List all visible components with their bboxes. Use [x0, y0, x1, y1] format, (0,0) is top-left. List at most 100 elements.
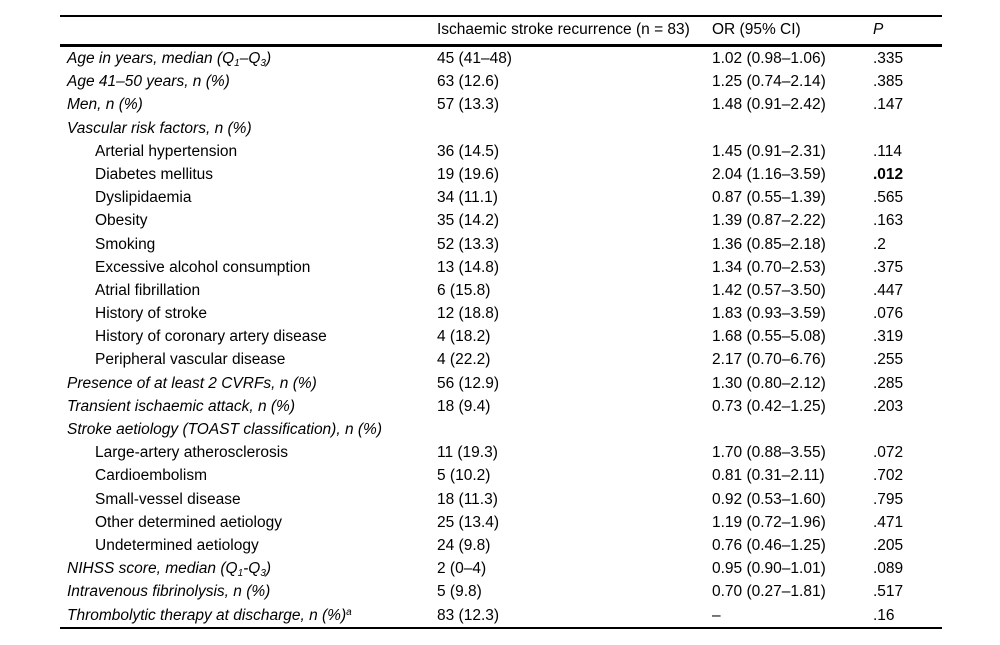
cell-p: .255 [873, 351, 904, 369]
cell-or: 1.34 (0.70–2.53) [712, 258, 826, 276]
cell-recurrence: 6 (15.8) [437, 281, 491, 299]
cell-recurrence: 25 (13.4) [437, 513, 500, 531]
label-text: Vascular risk factors, n (%) [67, 119, 252, 137]
row-label: Arterial hypertension [95, 140, 237, 163]
cell-or: 0.92 (0.53–1.60) [712, 490, 826, 508]
table-row: Transient ischaemic attack, n (%) 18 (9.4… [60, 395, 942, 418]
label-text: Excessive alcohol consumption [95, 258, 311, 276]
cell-or: 1.83 (0.93–3.59) [712, 305, 826, 323]
cell-p: .114 [873, 142, 903, 160]
table-row: Small-vessel disease 18 (11.3) 0.92 (0.53–… [60, 488, 942, 511]
cell-p: .076 [873, 305, 904, 323]
label-text: Atrial fibrillation [95, 281, 201, 299]
label-text: Obesity [95, 212, 148, 230]
cell-p: .319 [873, 328, 904, 346]
label-text: NIHSS score, median (Q [67, 560, 238, 578]
cell-p: .385 [873, 73, 904, 91]
table-row: Smoking 52 (13.3) 1.36 (0.85–2.18) .2 [60, 233, 942, 256]
table-row: Diabetes mellitus 19 (19.6) 2.04 (1.16–3.5… [60, 163, 942, 186]
cell-recurrence: 52 (13.3) [437, 235, 500, 253]
cell-p: .702 [873, 467, 904, 485]
table-row: Cardioembolism 5 (10.2) 0.81 (0.31–2.11) .7… [60, 464, 942, 487]
cell-or: 1.45 (0.91–2.31) [712, 142, 826, 160]
cell-p: .335 [873, 50, 904, 67]
table-top-rule [60, 15, 942, 17]
table-row: Thrombolytic therapy at discharge, n (%)… [60, 604, 942, 627]
cell-or: 0.95 (0.90–1.01) [712, 560, 826, 578]
cell-p: .447 [873, 281, 904, 299]
table-row: NIHSS score, median (Q1-Q3) 2 (0–4) 0.95 (… [60, 557, 942, 580]
cell-or: 0.81 (0.31–2.11) [712, 467, 825, 485]
cell-p: .517 [873, 583, 904, 601]
cell-recurrence: 12 (18.8) [437, 305, 500, 323]
cell-p: .163 [873, 212, 904, 230]
cell-recurrence: 13 (14.8) [437, 258, 500, 276]
row-label: Smoking [95, 233, 155, 256]
row-label: Undetermined aetiology [95, 534, 259, 557]
cell-or: 1.48 (0.91–2.42) [712, 96, 826, 114]
table-row: Age in years, median (Q1–Q3) 45 (41–48) 1.… [60, 47, 942, 70]
row-label: History of coronary artery disease [95, 325, 327, 348]
label-text: Diabetes mellitus [95, 165, 214, 183]
table-header-rule [60, 44, 942, 47]
row-label: Atrial fibrillation [95, 279, 200, 302]
label-text: History of coronary artery disease [95, 328, 327, 346]
row-label: Large-artery atherosclerosis [95, 441, 288, 464]
row-label: Transient ischaemic attack, n (%) [67, 395, 295, 418]
cell-or: 1.70 (0.88–3.55) [712, 444, 826, 462]
label-superscript: a [346, 606, 352, 618]
cell-p: .205 [873, 536, 904, 554]
cell-recurrence: 45 (41–48) [437, 50, 512, 67]
table-row: Men, n (%) 57 (13.3) 1.48 (0.91–2.42) .147 [60, 93, 942, 116]
label-text: Other determined aetiology [95, 513, 282, 531]
cell-recurrence: 19 (19.6) [437, 165, 500, 183]
cell-or: 2.04 (1.16–3.59) [712, 165, 826, 183]
column-header-p: P [873, 21, 884, 38]
row-label: Vascular risk factors, n (%) [67, 117, 252, 140]
row-label: Other determined aetiology [95, 511, 282, 534]
label-text: Intravenous fibrinolysis, n (%) [67, 583, 271, 601]
cell-p: .471 [873, 513, 904, 531]
label-text: ) [265, 560, 272, 578]
label-subscript: 1 [237, 568, 244, 580]
label-text: ) [265, 50, 272, 67]
label-text: Small-vessel disease [95, 490, 241, 508]
label-text: Dyslipidaemia [95, 189, 192, 207]
cell-or: 1.39 (0.87–2.22) [712, 212, 826, 230]
row-label: History of stroke [95, 302, 207, 325]
cell-p: .072 [873, 444, 904, 462]
table-row: Obesity 35 (14.2) 1.39 (0.87–2.22) .163 [60, 209, 942, 232]
label-text: Undetermined aetiology [95, 536, 259, 554]
label-text: Cardioembolism [95, 467, 207, 485]
cell-p: .203 [873, 397, 904, 415]
row-label: Presence of at least 2 CVRFs, n (%) [67, 372, 317, 395]
label-text: Arterial hypertension [95, 142, 238, 160]
row-label: Stroke aetiology (TOAST classification),… [67, 418, 382, 441]
cell-or: 1.25 (0.74–2.14) [712, 73, 826, 91]
table-body: Age in years, median (Q1–Q3) 45 (41–48) 1.… [60, 47, 942, 627]
label-text: Age 41–50 years, n (%) [67, 73, 230, 91]
table-row: History of stroke 12 (18.8) 1.83 (0.93–3.5… [60, 302, 942, 325]
cell-recurrence: 5 (10.2) [437, 467, 491, 485]
cell-recurrence: 56 (12.9) [437, 374, 500, 392]
table-header-row: Ischaemic stroke recurrence (n = 83) OR … [60, 16, 942, 44]
row-label: Obesity [95, 209, 148, 232]
table-row: Arterial hypertension 36 (14.5) 1.45 (0.91… [60, 140, 942, 163]
cell-recurrence: 11 (19.3) [437, 444, 498, 462]
cell-or: 0.73 (0.42–1.25) [712, 397, 826, 415]
table-row: History of coronary artery disease 4 (18.… [60, 325, 942, 348]
table-row: Presence of at least 2 CVRFs, n (%) 56 (1… [60, 372, 942, 395]
row-label: Men, n (%) [67, 93, 143, 116]
cell-or: 1.19 (0.72–1.96) [712, 513, 826, 531]
label-text: Stroke aetiology (TOAST classification),… [67, 421, 382, 438]
cell-p: .16 [873, 606, 895, 624]
cell-recurrence: 35 (14.2) [437, 212, 500, 230]
cell-p: .565 [873, 189, 904, 207]
cell-recurrence: 4 (22.2) [437, 351, 491, 369]
label-text: Transient ischaemic attack, n (%) [67, 397, 295, 415]
cell-or: 1.68 (0.55–5.08) [712, 328, 826, 346]
cell-or: 1.42 (0.57–3.50) [712, 281, 826, 299]
row-label: Cardioembolism [95, 464, 207, 487]
cell-p: .795 [873, 490, 904, 508]
label-text: Presence of at least 2 CVRFs, n (%) [67, 374, 317, 392]
